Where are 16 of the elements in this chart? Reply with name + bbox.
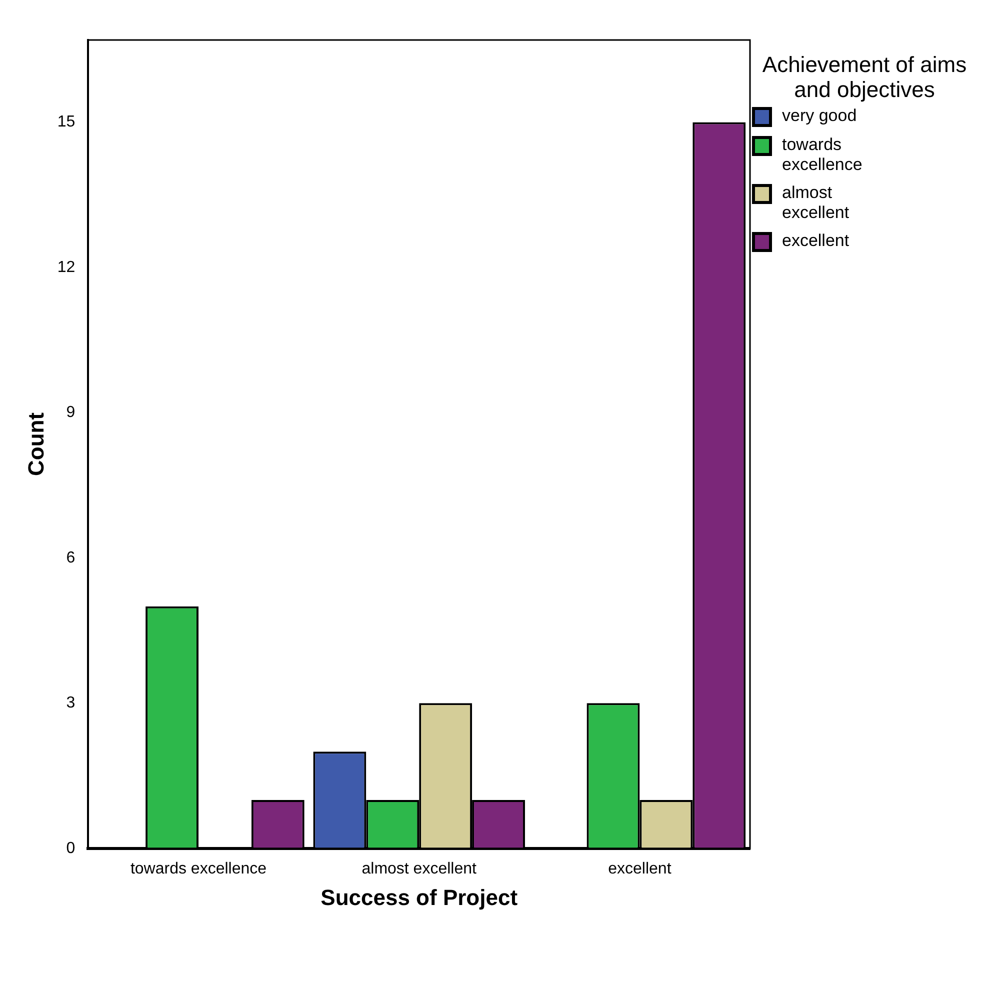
legend-label: excellent xyxy=(782,231,850,251)
x-tick-label: almost excellent xyxy=(362,860,478,878)
y-tick-label: 6 xyxy=(66,549,76,566)
x-tick-label: excellent xyxy=(608,860,672,878)
y-tick-label: 15 xyxy=(57,114,76,131)
legend-title: Achievement of aims and objectives xyxy=(761,52,968,102)
legend-label: very good xyxy=(782,106,858,126)
x-axis-title: Success of Project xyxy=(320,884,518,910)
x-tick-label: towards excellence xyxy=(130,860,267,878)
y-tick-label: 9 xyxy=(66,404,76,422)
legend-label: towards excellence xyxy=(782,135,864,175)
y-tick-label: 3 xyxy=(66,694,76,712)
y-tick-label: 0 xyxy=(66,840,76,857)
y-tick-label: 12 xyxy=(57,258,76,276)
legend-label: almost excellent xyxy=(782,183,850,223)
y-axis-title: Count xyxy=(23,412,48,476)
